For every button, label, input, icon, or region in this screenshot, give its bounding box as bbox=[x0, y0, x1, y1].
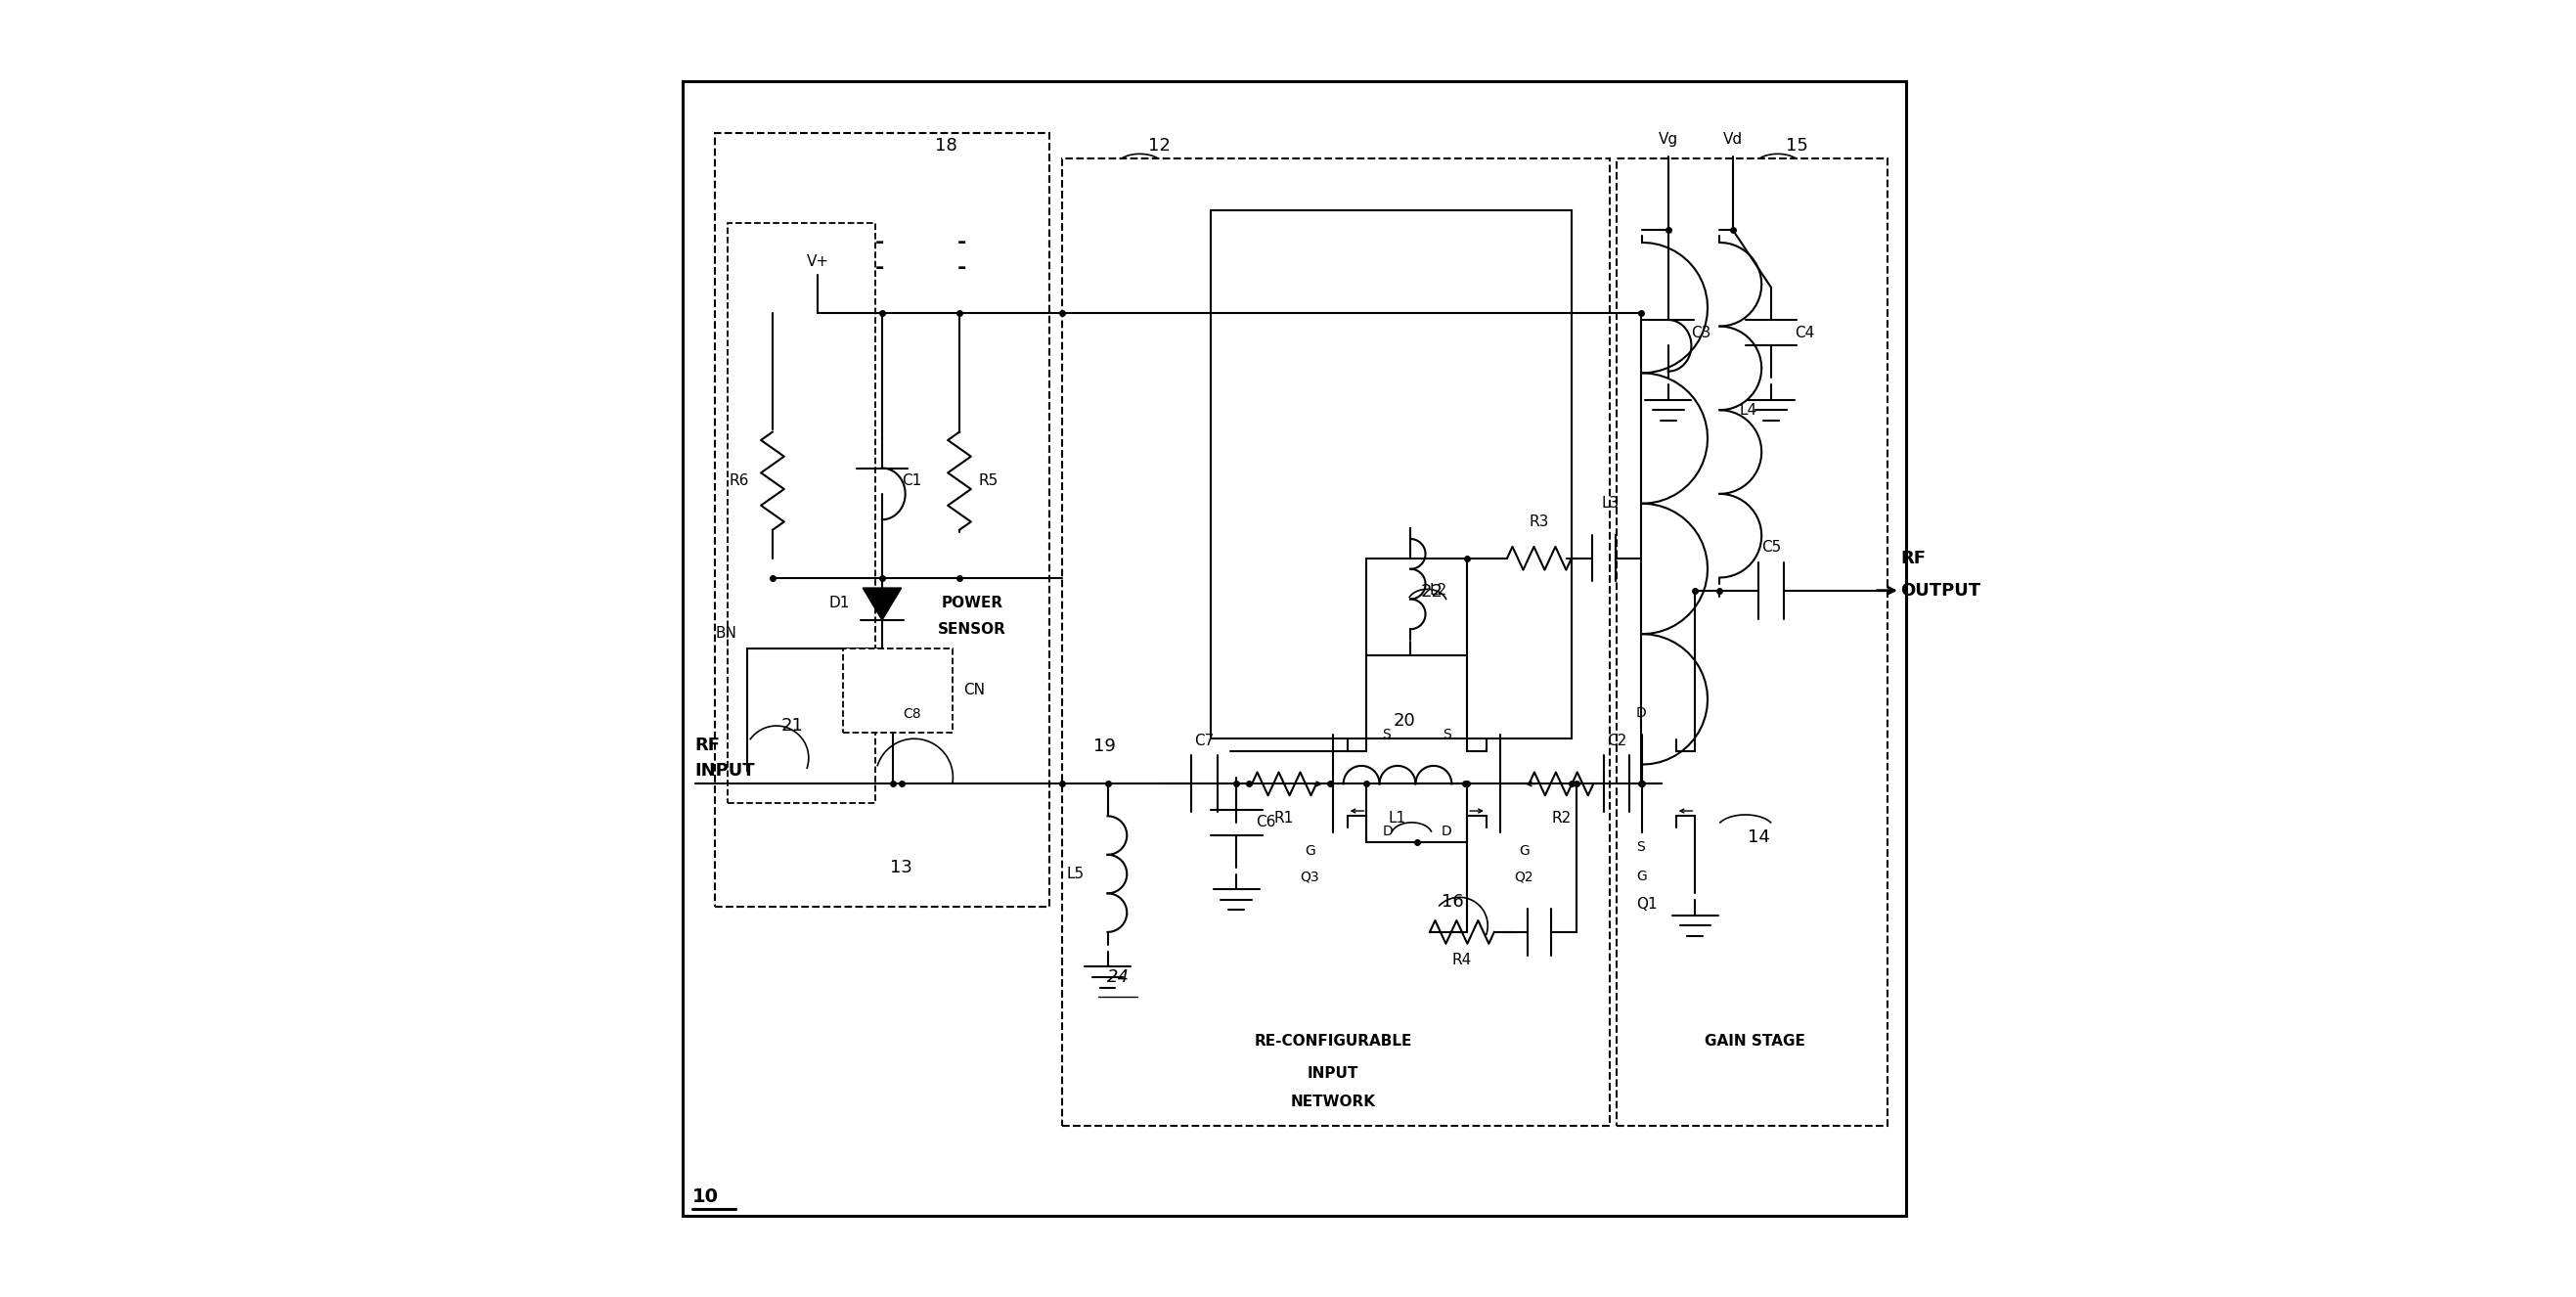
Text: 24: 24 bbox=[1108, 969, 1128, 986]
Text: -: - bbox=[876, 258, 884, 278]
Text: C5: C5 bbox=[1762, 540, 1780, 555]
Text: INPUT: INPUT bbox=[696, 763, 755, 779]
Text: Vg: Vg bbox=[1659, 132, 1677, 147]
Text: S: S bbox=[1636, 840, 1643, 853]
Text: Vd: Vd bbox=[1723, 132, 1741, 147]
Text: G: G bbox=[1303, 844, 1316, 857]
Text: Q2: Q2 bbox=[1515, 870, 1533, 883]
Text: C1: C1 bbox=[902, 473, 922, 488]
Text: S: S bbox=[1383, 728, 1391, 742]
Text: 13: 13 bbox=[891, 859, 912, 877]
Bar bbox=[726, 223, 876, 803]
Text: 14: 14 bbox=[1747, 827, 1770, 846]
Text: C7: C7 bbox=[1195, 733, 1213, 748]
Text: RF: RF bbox=[1901, 550, 1924, 567]
Text: -: - bbox=[958, 232, 966, 253]
Text: GAIN STAGE: GAIN STAGE bbox=[1705, 1034, 1806, 1049]
Text: RE-CONFIGURABLE: RE-CONFIGURABLE bbox=[1255, 1034, 1412, 1049]
Text: Q3: Q3 bbox=[1301, 870, 1319, 883]
Bar bbox=[1211, 210, 1571, 739]
Text: S: S bbox=[1443, 728, 1453, 742]
Bar bbox=[1061, 158, 1610, 1126]
Text: 16: 16 bbox=[1443, 892, 1463, 910]
Text: R5: R5 bbox=[979, 473, 999, 488]
Text: 18: 18 bbox=[935, 137, 958, 154]
Text: G: G bbox=[1520, 844, 1530, 857]
Text: 22: 22 bbox=[1422, 584, 1443, 601]
Text: 10: 10 bbox=[693, 1187, 719, 1205]
Text: D: D bbox=[1636, 706, 1646, 720]
Text: POWER: POWER bbox=[940, 597, 1002, 611]
Text: R1: R1 bbox=[1275, 811, 1293, 825]
Text: D: D bbox=[1440, 825, 1453, 838]
Text: L4: L4 bbox=[1739, 403, 1757, 418]
Text: INPUT: INPUT bbox=[1309, 1066, 1358, 1082]
Bar bbox=[1618, 158, 1888, 1126]
Text: Q1: Q1 bbox=[1636, 898, 1656, 912]
Polygon shape bbox=[863, 588, 902, 620]
Bar bbox=[714, 134, 1048, 907]
Bar bbox=[842, 648, 953, 733]
Text: C3: C3 bbox=[1692, 326, 1710, 340]
Text: R6: R6 bbox=[729, 473, 750, 488]
Text: 12: 12 bbox=[1149, 137, 1170, 154]
Text: V+: V+ bbox=[806, 254, 829, 270]
Bar bbox=[683, 82, 1906, 1215]
Text: -: - bbox=[958, 258, 966, 278]
Text: C6: C6 bbox=[1255, 815, 1275, 830]
Text: D: D bbox=[1383, 825, 1394, 838]
Text: L3: L3 bbox=[1602, 497, 1620, 511]
Text: RF: RF bbox=[696, 737, 721, 754]
Text: 20: 20 bbox=[1394, 712, 1414, 730]
Text: 15: 15 bbox=[1785, 137, 1808, 154]
Text: G: G bbox=[1636, 870, 1646, 883]
Text: NETWORK: NETWORK bbox=[1291, 1095, 1376, 1109]
Text: C4: C4 bbox=[1795, 326, 1814, 340]
Text: C2: C2 bbox=[1607, 733, 1625, 748]
Text: SENSOR: SENSOR bbox=[938, 621, 1007, 637]
Text: D1: D1 bbox=[829, 597, 850, 611]
Text: R2: R2 bbox=[1551, 811, 1571, 825]
Text: OUTPUT: OUTPUT bbox=[1901, 581, 1981, 599]
Text: C8: C8 bbox=[904, 707, 922, 720]
Text: L1: L1 bbox=[1388, 811, 1406, 825]
Text: 21: 21 bbox=[781, 717, 804, 734]
Text: -: - bbox=[876, 232, 884, 253]
Text: R4: R4 bbox=[1453, 952, 1471, 968]
Text: L2: L2 bbox=[1430, 584, 1448, 598]
Text: BN: BN bbox=[716, 625, 737, 641]
Text: R3: R3 bbox=[1530, 515, 1548, 529]
Text: L5: L5 bbox=[1066, 866, 1084, 882]
Text: CN: CN bbox=[963, 684, 984, 698]
Text: 19: 19 bbox=[1095, 738, 1115, 756]
